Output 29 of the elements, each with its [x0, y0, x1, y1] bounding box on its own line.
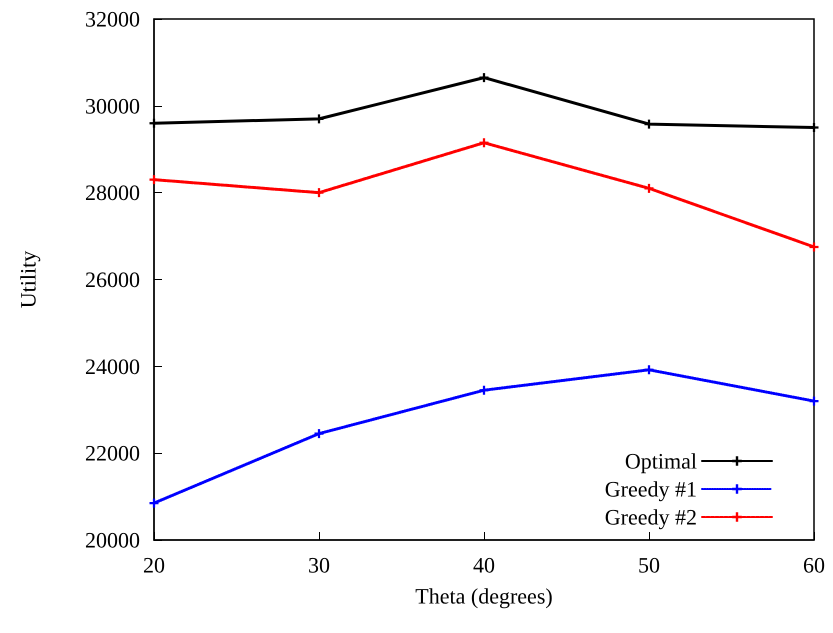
y-tick-label: 26000 [85, 267, 140, 292]
x-tick-label: 60 [803, 552, 825, 578]
point [810, 123, 818, 132]
x-tick-label: 40 [473, 552, 495, 578]
y-tick-label: 20000 [85, 528, 140, 552]
point [150, 498, 158, 508]
y-tick-label: 32000 [85, 6, 140, 32]
x-tick-label: 30 [308, 552, 330, 578]
x-tick-label: 20 [143, 552, 165, 578]
point [480, 73, 488, 82]
legend-label: Optimal [624, 448, 697, 474]
x-tick-label: 50 [638, 552, 660, 578]
legend-label: Greedy #2 [604, 504, 697, 530]
point [480, 386, 488, 395]
point [480, 138, 488, 148]
point [314, 429, 324, 438]
point [644, 365, 654, 374]
point [150, 175, 158, 184]
y-tick-label: 22000 [85, 440, 140, 466]
legend-label: Greedy #1 [604, 476, 697, 502]
y-tick-label: 28000 [85, 180, 140, 206]
y-axis-title: Utility [16, 250, 40, 308]
point [644, 184, 654, 193]
point [810, 396, 818, 406]
y-tick-label: 30000 [85, 93, 140, 118]
point [314, 188, 324, 198]
point [810, 242, 818, 252]
x-axis-title: Theta (degrees) [415, 584, 553, 608]
y-tick-label: 24000 [85, 354, 140, 379]
